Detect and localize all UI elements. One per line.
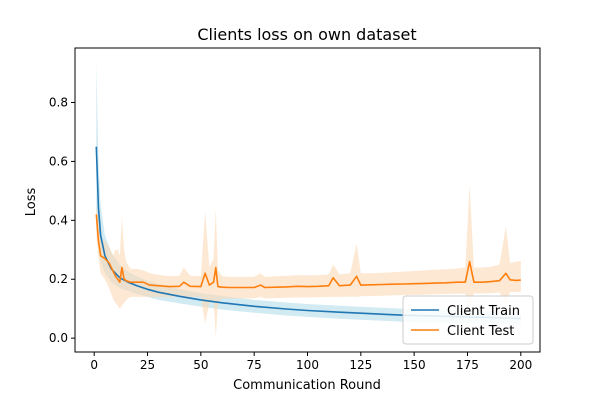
x-tick-label: 125 (349, 358, 372, 372)
y-axis-ticks: 0.0 0.2 0.4 0.6 0.8 (49, 95, 75, 345)
y-tick-label: 0.8 (49, 95, 68, 109)
x-tick-label: 175 (456, 358, 479, 372)
legend-label: Client Test (447, 324, 514, 339)
x-tick-label: 100 (296, 358, 319, 372)
x-tick-label: 0 (90, 358, 98, 372)
x-tick-label: 150 (403, 358, 426, 372)
x-tick-label: 200 (509, 358, 532, 372)
y-tick-label: 0.4 (49, 213, 68, 227)
y-axis-label: Loss (24, 188, 39, 217)
y-tick-label: 0.6 (49, 154, 68, 168)
legend-box (402, 295, 534, 345)
x-tick-label: 75 (247, 358, 262, 372)
client-test-line (95, 214, 521, 289)
x-tick-label: 25 (140, 358, 155, 372)
legend: Client Train Client Test (402, 295, 534, 345)
y-tick-label: 0.2 (49, 272, 68, 286)
x-axis-label: Communication Round (233, 378, 381, 393)
legend-label: Client Train (447, 304, 520, 319)
chart-title: Clients loss on own dataset (197, 25, 416, 44)
x-tick-label: 50 (193, 358, 208, 372)
x-axis-ticks: 0 25 50 75 100 125 150 175 200 (90, 352, 532, 372)
y-tick-label: 0.0 (49, 331, 68, 345)
